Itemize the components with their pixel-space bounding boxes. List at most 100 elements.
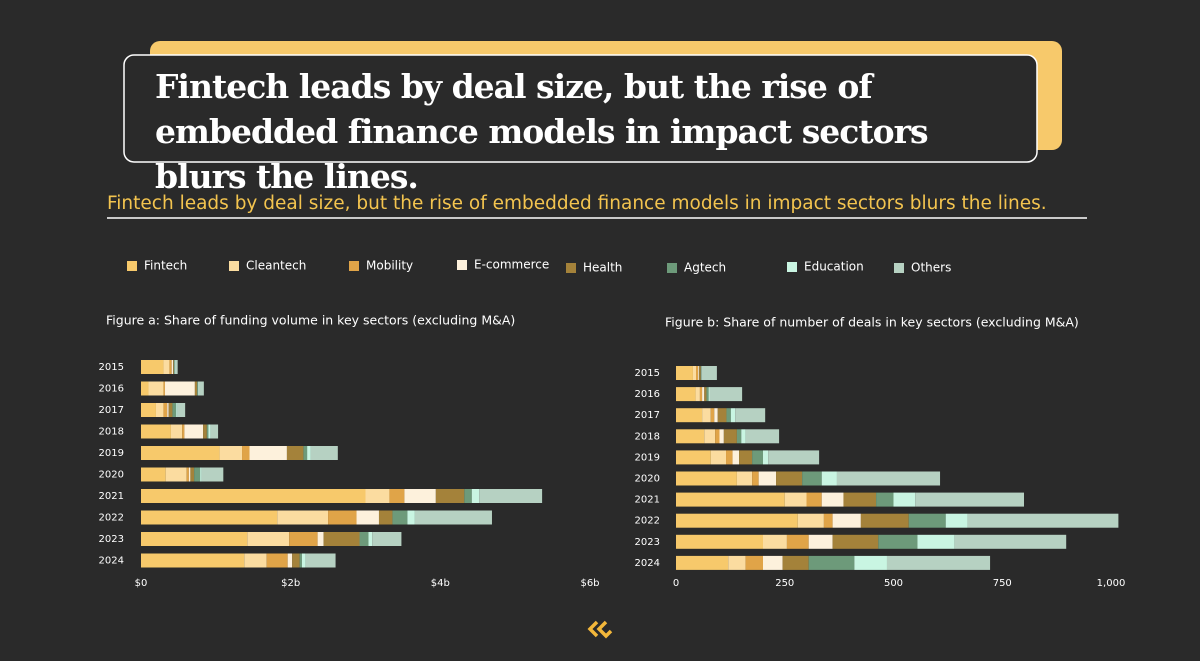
bar-segment	[286, 446, 304, 460]
bar-segment	[739, 450, 753, 465]
bar-segment	[878, 534, 918, 549]
bar-segment	[389, 489, 405, 503]
bar-segment	[305, 553, 336, 568]
bar-segment	[726, 450, 733, 465]
y-tick-label: 2022	[635, 516, 660, 527]
bar-segment	[832, 534, 879, 549]
legend-swatch	[566, 263, 576, 273]
y-tick-label: 2021	[635, 495, 660, 506]
bar-segment	[219, 446, 243, 460]
bar-segment	[699, 387, 703, 402]
bar-segment	[404, 489, 436, 503]
bar-segment	[177, 403, 186, 417]
x-tick-label: $4b	[431, 578, 450, 589]
title-box	[123, 54, 1038, 163]
bar-segment	[299, 553, 302, 568]
x-tick-label: $2b	[281, 578, 300, 589]
bar-segment	[723, 429, 737, 444]
legend-swatch	[787, 262, 797, 272]
y-tick-label: 2022	[99, 513, 124, 524]
legend-label: Agtech	[684, 261, 726, 275]
bar-segment	[715, 429, 720, 444]
bar-segment	[701, 366, 717, 380]
bar-segment	[163, 360, 170, 374]
bar-segment	[676, 387, 696, 402]
legend-swatch	[127, 261, 137, 271]
bar-segment	[736, 471, 753, 486]
bar-segment	[167, 403, 169, 417]
bar-segment	[704, 429, 716, 444]
bar-segment	[471, 489, 480, 503]
bar-segment	[843, 492, 877, 507]
bar-segment	[206, 424, 209, 439]
bar-segment	[676, 555, 729, 570]
bar-segment	[198, 381, 204, 396]
x-tick-label: 750	[993, 578, 1012, 589]
bar-segment	[141, 360, 164, 374]
bar-segment	[908, 513, 946, 528]
logo	[587, 620, 613, 639]
bar-segment	[173, 360, 175, 374]
bar-segment	[141, 553, 245, 568]
y-tick-label: 2018	[635, 431, 660, 442]
legend-swatch	[457, 260, 467, 270]
y-tick-label: 2021	[99, 491, 124, 502]
bar-segment	[188, 467, 191, 482]
bar-segment	[808, 534, 833, 549]
bar-segment	[699, 366, 701, 380]
bar-segment	[169, 360, 172, 374]
y-tick-label: 2019	[635, 452, 660, 463]
bar-segment	[168, 403, 173, 417]
legend-swatch	[349, 261, 359, 271]
bar-segment	[194, 467, 201, 482]
bar-segment	[917, 534, 955, 549]
bar-segment	[823, 513, 833, 528]
bar-segment	[197, 381, 199, 396]
bar-segment	[190, 467, 195, 482]
bar-segment	[184, 424, 204, 439]
bar-segment	[886, 555, 991, 570]
bar-segment	[165, 467, 187, 482]
legend-swatch	[667, 263, 677, 273]
bar-segment	[730, 408, 736, 423]
y-tick-label: 2015	[99, 362, 124, 373]
bar-segment	[821, 492, 844, 507]
bar-segment	[797, 513, 824, 528]
bar-segment	[210, 424, 219, 439]
bar-segment	[378, 510, 393, 525]
bar-segment	[289, 532, 318, 546]
bar-segment	[676, 429, 705, 444]
bar-segment	[784, 492, 807, 507]
bar-segment	[141, 489, 366, 503]
x-tick-label: 0	[673, 578, 679, 589]
bar-segment	[317, 532, 324, 546]
bar-segment	[735, 408, 766, 423]
bar-segment	[710, 408, 715, 423]
bar-segment	[876, 492, 894, 507]
legend-label: Mobility	[366, 259, 413, 273]
bar-segment	[702, 387, 705, 402]
bar-segment	[174, 360, 176, 374]
bar-segment	[967, 513, 1119, 528]
bar-segment	[292, 553, 300, 568]
bar-segment	[277, 510, 329, 525]
bar-segment	[242, 446, 250, 460]
bar-segment	[854, 555, 887, 570]
y-tick-label: 2023	[635, 537, 660, 548]
bar-segment	[676, 450, 711, 465]
x-tick-label: 1,000	[1097, 578, 1126, 589]
y-tick-label: 2023	[99, 534, 124, 545]
bar-segment	[719, 429, 724, 444]
x-tick-label: 250	[775, 578, 794, 589]
bar-segment	[752, 471, 759, 486]
page-title: Fintech leads by deal size, but the rise…	[155, 67, 928, 196]
bar-segment	[186, 467, 189, 482]
bar-segment	[745, 555, 763, 570]
bar-segment	[836, 471, 941, 486]
bar-segment	[736, 429, 742, 444]
y-tick-label: 2017	[635, 410, 660, 421]
bar-segment	[407, 510, 415, 525]
bar-segment	[392, 510, 408, 525]
y-tick-label: 2020	[635, 474, 660, 485]
